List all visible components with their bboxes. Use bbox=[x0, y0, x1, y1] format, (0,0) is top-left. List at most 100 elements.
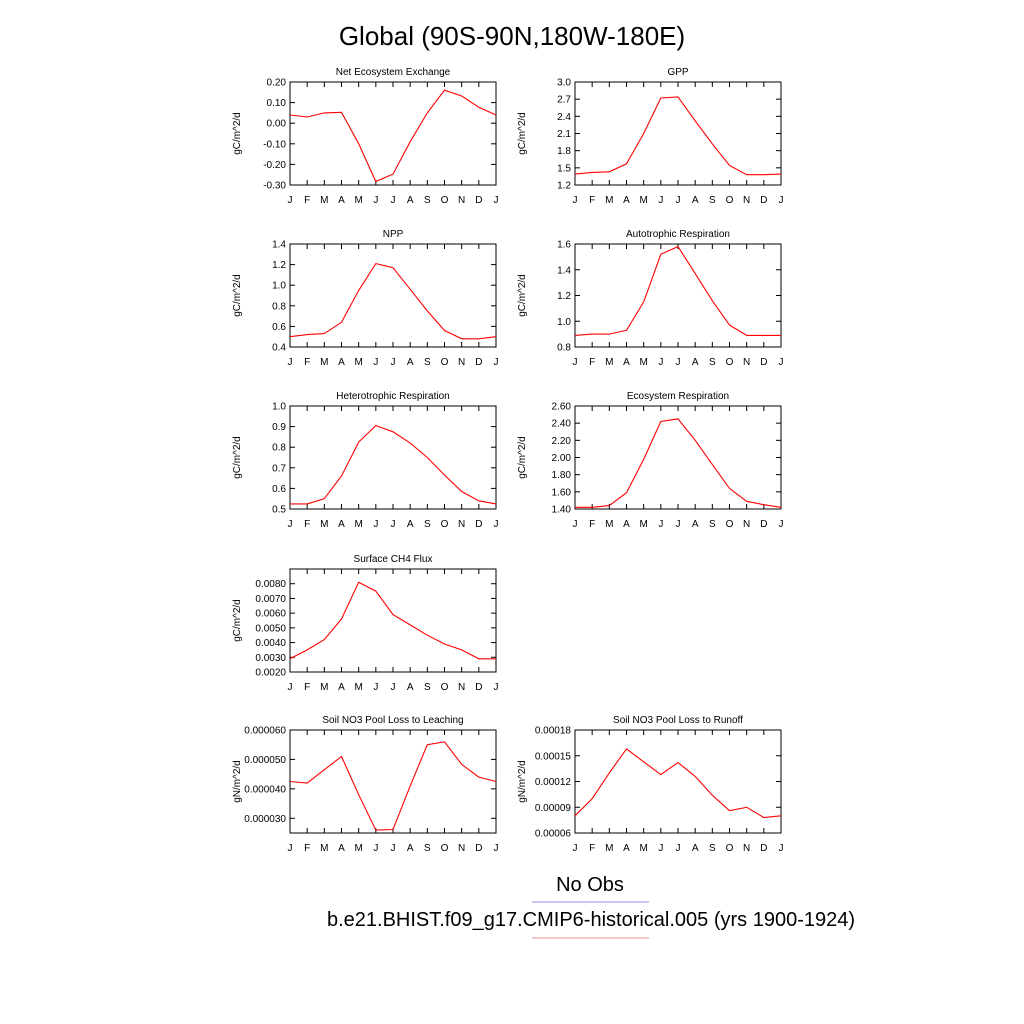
x-tick-label: S bbox=[424, 195, 431, 206]
x-tick-label: O bbox=[726, 357, 734, 368]
y-tick-label: 0.9 bbox=[272, 422, 286, 433]
x-tick-label: A bbox=[692, 195, 699, 206]
x-tick-label: J bbox=[658, 519, 663, 530]
x-tick-label: J bbox=[373, 357, 378, 368]
series-line-0 bbox=[289, 581, 496, 660]
y-tick-label: 0.6 bbox=[272, 322, 286, 333]
x-tick-label: J bbox=[391, 357, 396, 368]
x-tick-label: A bbox=[407, 843, 414, 854]
figure-title: Global (90S-90N,180W-180E) bbox=[339, 21, 685, 51]
x-tick-label: M bbox=[320, 357, 328, 368]
x-tick-label: J bbox=[494, 682, 499, 693]
x-tick-label: J bbox=[391, 682, 396, 693]
series-line-0 bbox=[574, 245, 781, 336]
legend: No Obs b.e21.BHIST.f09_g17.CMIP6-histori… bbox=[327, 874, 855, 939]
x-tick-label: M bbox=[605, 843, 613, 854]
x-tick-label: M bbox=[605, 195, 613, 206]
x-tick-label: J bbox=[573, 519, 578, 530]
x-tick-label: D bbox=[475, 195, 482, 206]
series-line-0 bbox=[289, 741, 497, 831]
plot-frame bbox=[574, 243, 782, 348]
y-axis-label: gC/m^2/d bbox=[517, 436, 528, 479]
y-axis-label: gC/m^2/d bbox=[232, 436, 243, 479]
y-tick-label: 0.5 bbox=[272, 505, 286, 516]
y-axis-label: gC/m^2/d bbox=[517, 112, 528, 155]
y-tick-label: 1.8 bbox=[557, 146, 571, 157]
y-tick-label: 0.8 bbox=[272, 443, 286, 454]
x-tick-label: J bbox=[676, 519, 681, 530]
x-tick-label: F bbox=[589, 357, 595, 368]
chart-panel-6: Surface CH4 Flux gC/m^2/d 0.0080 0.0070 0.00… bbox=[232, 554, 499, 693]
x-tick-label: A bbox=[692, 357, 699, 368]
x-tick-label: J bbox=[373, 843, 378, 854]
x-tick-label: N bbox=[458, 357, 465, 368]
x-tick-label: A bbox=[623, 195, 630, 206]
legend-label-obs: No Obs bbox=[556, 874, 624, 896]
y-axis-label: gC/m^2/d bbox=[232, 274, 243, 317]
x-tick-label: A bbox=[407, 357, 414, 368]
y-tick-label: 0.4 bbox=[272, 343, 286, 354]
x-tick-label: M bbox=[639, 357, 647, 368]
chart-title: Net Ecosystem Exchange bbox=[336, 67, 451, 78]
x-tick-label: M bbox=[354, 843, 362, 854]
x-tick-label: M bbox=[320, 843, 328, 854]
series-line-0 bbox=[289, 262, 497, 340]
x-tick-label: J bbox=[494, 357, 499, 368]
chart-panel-4: Heterotrophic Respiration gC/m^2/d 1.0 0.9 0… bbox=[232, 391, 499, 530]
y-tick-label: 0.0060 bbox=[255, 609, 286, 620]
x-tick-label: O bbox=[726, 843, 734, 854]
x-tick-label: J bbox=[288, 843, 293, 854]
y-tick-label: 0.6 bbox=[272, 484, 286, 495]
x-tick-label: J bbox=[494, 195, 499, 206]
x-tick-label: D bbox=[475, 357, 482, 368]
y-tick-label: 0.000040 bbox=[244, 784, 286, 795]
y-tick-label: 1.4 bbox=[272, 240, 286, 251]
series-line-0 bbox=[574, 96, 782, 176]
chart-title: GPP bbox=[667, 67, 688, 78]
x-tick-label: F bbox=[304, 195, 310, 206]
chart-panel-0: Net Ecosystem Exchange gC/m^2/d 0.20 0.10 0.… bbox=[232, 67, 499, 206]
chart-title: Heterotrophic Respiration bbox=[336, 391, 449, 402]
x-tick-label: O bbox=[726, 195, 734, 206]
plot-frame bbox=[289, 729, 497, 834]
y-tick-label: 0.8 bbox=[557, 343, 571, 354]
x-tick-label: J bbox=[573, 195, 578, 206]
y-tick-label: -0.10 bbox=[263, 139, 286, 150]
x-tick-label: J bbox=[391, 195, 396, 206]
x-tick-label: A bbox=[692, 843, 699, 854]
x-tick-label: A bbox=[623, 843, 630, 854]
x-tick-label: S bbox=[709, 357, 716, 368]
x-tick-label: F bbox=[304, 843, 310, 854]
x-tick-label: A bbox=[338, 843, 345, 854]
x-tick-label: N bbox=[458, 682, 465, 693]
y-tick-label: 1.60 bbox=[552, 487, 572, 498]
x-tick-label: S bbox=[709, 843, 716, 854]
x-tick-label: M bbox=[354, 357, 362, 368]
plot-frame bbox=[289, 243, 497, 348]
x-tick-label: J bbox=[288, 682, 293, 693]
x-tick-label: O bbox=[441, 519, 449, 530]
x-tick-label: M bbox=[639, 843, 647, 854]
x-tick-label: N bbox=[743, 519, 750, 530]
chart-title: Soil NO3 Pool Loss to Leaching bbox=[322, 715, 463, 726]
y-axis-label: gN/m^2/d bbox=[232, 760, 243, 803]
x-tick-label: O bbox=[441, 843, 449, 854]
x-tick-label: J bbox=[288, 519, 293, 530]
x-tick-label: M bbox=[320, 195, 328, 206]
y-tick-label: 0.0020 bbox=[255, 668, 286, 679]
x-tick-label: A bbox=[623, 519, 630, 530]
y-tick-label: 2.40 bbox=[552, 419, 572, 430]
y-tick-label: 1.2 bbox=[557, 291, 571, 302]
x-tick-label: A bbox=[338, 195, 345, 206]
x-tick-label: S bbox=[709, 195, 716, 206]
x-tick-label: J bbox=[573, 357, 578, 368]
y-tick-label: 0.00 bbox=[267, 119, 287, 130]
x-tick-label: J bbox=[658, 843, 663, 854]
y-tick-label: 1.80 bbox=[552, 470, 572, 481]
x-tick-label: S bbox=[709, 519, 716, 530]
y-tick-label: 0.00009 bbox=[535, 803, 572, 814]
x-tick-label: N bbox=[743, 195, 750, 206]
y-tick-label: 1.6 bbox=[557, 240, 571, 251]
x-tick-label: S bbox=[424, 682, 431, 693]
